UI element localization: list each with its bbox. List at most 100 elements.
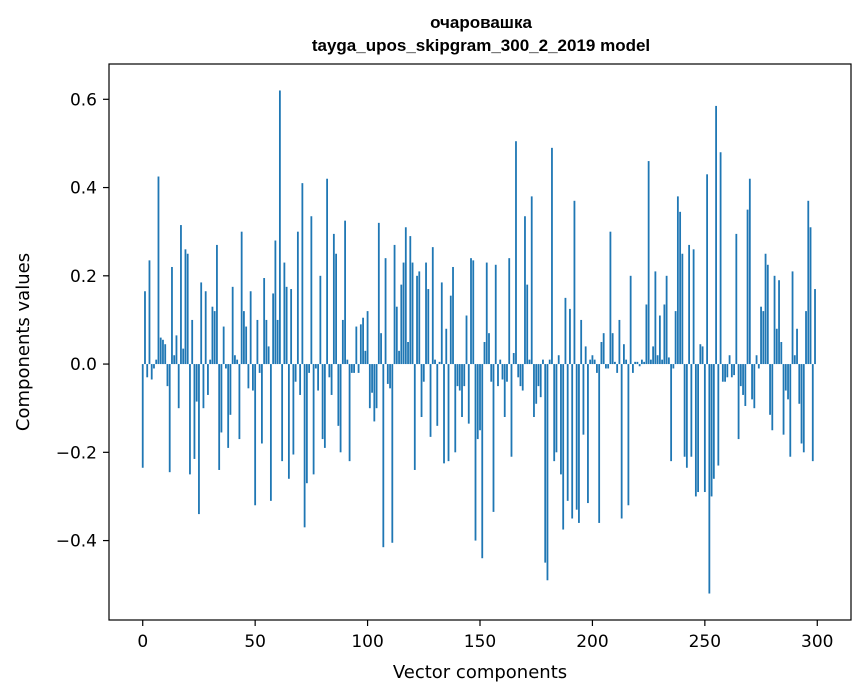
bar-4 (150, 364, 153, 380)
bar-155 (490, 364, 493, 382)
bar-227 (652, 346, 655, 365)
bar-180 (546, 364, 549, 581)
bar-298 (811, 364, 814, 462)
bar-281 (773, 275, 776, 365)
bar-139 (454, 364, 457, 453)
bar-69 (296, 231, 299, 365)
bar-182 (551, 147, 553, 365)
bar-127 (427, 289, 430, 365)
bar-146 (470, 258, 472, 365)
x-axis-label: Vector components (393, 662, 567, 683)
bar-220 (636, 361, 639, 365)
bar-157 (494, 264, 497, 365)
bar-45 (243, 311, 245, 365)
chart-subtitle: tayga_upos_skipgram_300_2_2019 model (312, 36, 650, 55)
bar-152 (483, 342, 486, 365)
bar-143 (463, 364, 466, 387)
bar-282 (775, 328, 778, 365)
bar-154 (488, 333, 490, 365)
bar-297 (809, 227, 812, 365)
bar-103 (373, 364, 376, 422)
bar-137 (449, 295, 452, 365)
bar-50 (254, 364, 257, 506)
bar-36 (222, 326, 225, 365)
bar-193 (575, 364, 578, 510)
bar-293 (800, 364, 803, 444)
bar-149 (476, 364, 479, 440)
bar-114 (398, 350, 400, 365)
bar-20 (186, 253, 189, 365)
bar-86 (335, 253, 337, 365)
bar-72 (303, 364, 306, 528)
bar-204 (600, 342, 603, 365)
bar-264 (735, 233, 738, 365)
bar-240 (681, 253, 684, 365)
bar-134 (443, 364, 445, 464)
bar-13 (171, 266, 173, 365)
y-tick-label: 0.2 (70, 267, 97, 287)
bar-10 (164, 344, 167, 365)
bar-44 (240, 231, 243, 365)
bar-158 (497, 364, 499, 387)
bar-125 (422, 364, 425, 382)
bar-104 (375, 364, 378, 409)
bar-294 (802, 364, 805, 453)
bar-105 (377, 222, 380, 365)
bar-285 (782, 364, 785, 435)
bar-84 (330, 364, 333, 395)
bar-201 (593, 359, 596, 365)
bar-292 (798, 364, 801, 404)
bar-150 (479, 364, 481, 431)
bar-230 (658, 315, 661, 365)
bar-5 (153, 364, 155, 369)
bar-94 (353, 364, 355, 373)
bar-12 (168, 364, 171, 473)
bar-30 (209, 359, 212, 365)
bar-190 (569, 308, 571, 365)
bar-216 (627, 364, 630, 506)
bar-279 (769, 364, 771, 415)
x-tick-label: 150 (464, 632, 496, 652)
bar-275 (760, 306, 762, 365)
bar-95 (355, 326, 358, 365)
x-tick-label: 300 (801, 632, 833, 652)
bar-102 (371, 364, 373, 393)
bar-250 (703, 364, 706, 493)
bar-107 (382, 364, 385, 548)
bar-151 (481, 364, 484, 559)
bar-234 (667, 357, 670, 365)
bar-237 (674, 311, 677, 365)
bar-244 (690, 364, 693, 457)
bar-118 (407, 342, 409, 365)
bar-212 (618, 319, 621, 365)
bar-112 (393, 244, 396, 365)
bar-66 (290, 289, 293, 365)
bar-38 (227, 364, 230, 448)
bar-267 (742, 364, 744, 395)
x-tick-label: 50 (244, 632, 266, 652)
bar-0 (141, 364, 144, 468)
bar-145 (467, 364, 470, 424)
bar-257 (719, 152, 722, 365)
bar-253 (710, 364, 713, 497)
bar-17 (180, 225, 182, 365)
bar-58 (272, 293, 275, 365)
bar-34 (218, 364, 221, 470)
y-tick-label: −0.2 (56, 443, 97, 463)
bar-99 (364, 350, 367, 365)
bar-35 (220, 364, 223, 433)
bar-141 (458, 364, 461, 391)
bar-261 (728, 355, 731, 365)
bar-39 (229, 364, 232, 415)
bar-235 (670, 364, 673, 462)
y-axis-label: Components values (13, 253, 34, 431)
bar-33 (216, 244, 218, 365)
bar-22 (191, 319, 194, 365)
bar-199 (589, 359, 592, 365)
bar-188 (564, 297, 567, 365)
x-tick-label: 200 (576, 632, 608, 652)
y-tick-label: 0.4 (70, 179, 97, 199)
bar-96 (357, 364, 360, 373)
bar-206 (605, 364, 607, 369)
